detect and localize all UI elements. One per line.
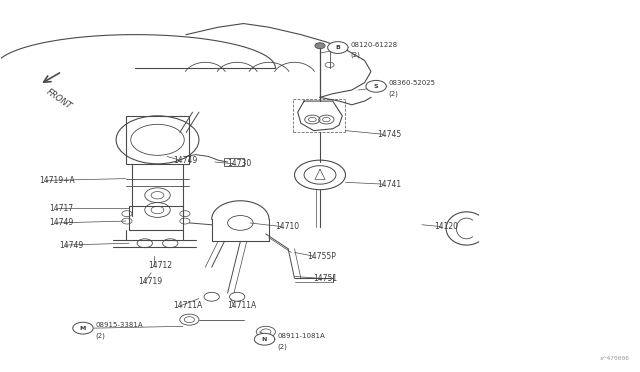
Text: B: B <box>335 45 340 50</box>
Text: 14712: 14712 <box>148 261 172 270</box>
Text: 14749: 14749 <box>59 241 83 250</box>
Text: (2): (2) <box>351 52 360 58</box>
Text: 14717: 14717 <box>49 203 74 213</box>
Text: S: S <box>374 84 378 89</box>
Text: 14749: 14749 <box>49 218 74 227</box>
Text: 14755P: 14755P <box>307 251 336 261</box>
Text: (2): (2) <box>277 343 287 350</box>
Text: 08915-3381A: 08915-3381A <box>96 322 143 328</box>
Circle shape <box>73 322 93 334</box>
Text: 14711A: 14711A <box>173 301 203 311</box>
Text: s^470006: s^470006 <box>599 356 629 361</box>
Text: (2): (2) <box>389 90 399 97</box>
Text: 14749: 14749 <box>173 155 198 165</box>
Text: 08911-1081A: 08911-1081A <box>277 333 325 339</box>
Text: 14719+A: 14719+A <box>40 176 76 185</box>
Text: 14719: 14719 <box>138 278 163 286</box>
Text: 08120-61228: 08120-61228 <box>351 42 397 48</box>
Text: 08360-52025: 08360-52025 <box>389 80 436 86</box>
Circle shape <box>328 42 348 54</box>
Text: 14741: 14741 <box>378 180 401 189</box>
Text: 14120: 14120 <box>435 222 459 231</box>
Text: M: M <box>80 326 86 331</box>
Text: (2): (2) <box>96 332 106 339</box>
Text: 14730: 14730 <box>228 159 252 169</box>
Circle shape <box>366 80 387 92</box>
Text: 14710: 14710 <box>275 222 300 231</box>
Text: 14745: 14745 <box>378 130 402 139</box>
Text: N: N <box>262 337 268 342</box>
Text: FRONT: FRONT <box>45 87 74 111</box>
Text: 14751: 14751 <box>314 274 338 283</box>
Text: 14711A: 14711A <box>228 301 257 311</box>
Circle shape <box>315 43 325 49</box>
Circle shape <box>254 333 275 345</box>
